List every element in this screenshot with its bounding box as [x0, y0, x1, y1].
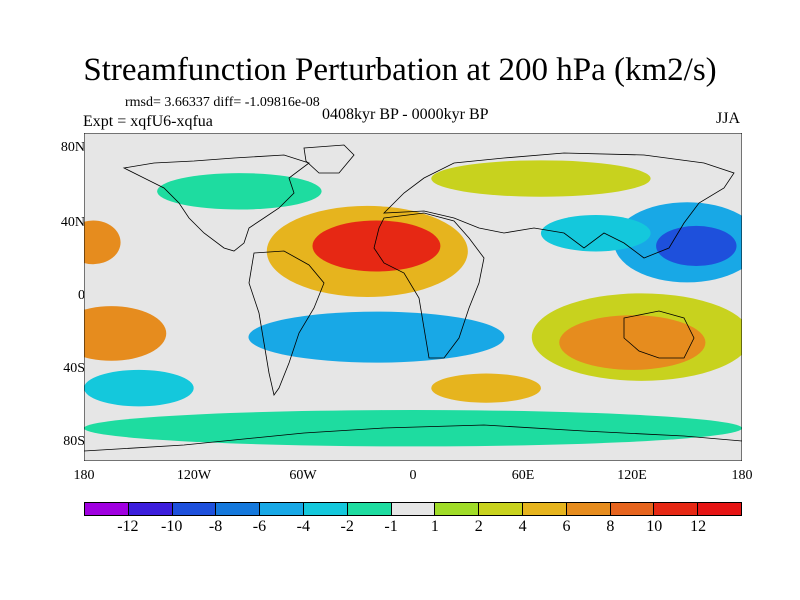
x-tick-label: 180: [73, 468, 95, 483]
colorbar-swatch: [654, 503, 699, 515]
colorbar-label: 8: [606, 518, 615, 535]
colorbar-label: -12: [117, 518, 139, 535]
x-tick-label: 120E: [617, 468, 647, 483]
field-w-pacific-low: [84, 369, 194, 407]
streamfunction-map: [56, 132, 761, 462]
colorbar-swatch: [479, 503, 523, 515]
coastline-africa: [373, 212, 485, 359]
colorbar-label: -2: [340, 518, 354, 535]
colorbar-swatch: [610, 503, 655, 515]
coastline-eurasia: [382, 152, 735, 259]
coastline-south-america: [248, 250, 325, 396]
colorbar-swatch: [260, 503, 304, 515]
colorbar-label: 12: [690, 518, 707, 535]
colorbar-swatch: [566, 503, 611, 515]
coastline-greenland: [303, 144, 355, 174]
colorbar-swatch: [522, 503, 567, 515]
colorbar-swatch: [172, 503, 217, 515]
colorbar-swatch: [435, 503, 480, 515]
field-s-ocean-low: [84, 409, 742, 447]
x-tick-label: 120W: [176, 468, 212, 483]
field-australia-high: [559, 315, 706, 370]
field-layer: [56, 160, 761, 447]
field-atlantic-high: [312, 220, 441, 272]
experiment-label: Expt = xqfU6-xqfua: [83, 113, 213, 130]
colorbar-label: -8: [208, 518, 223, 535]
coastline-australia: [623, 310, 695, 359]
y-tick-label: 80S: [63, 434, 85, 449]
field-eurasia-high: [431, 160, 651, 197]
colorbar-swatch: [85, 503, 129, 515]
field-s-indian-high: [431, 373, 541, 403]
y-tick-label: 40N: [60, 215, 85, 230]
y-tick-label: 80N: [60, 140, 85, 155]
map-panel: [56, 132, 761, 462]
x-tick-label: 60E: [511, 468, 535, 483]
colorbar-label: 10: [646, 518, 663, 535]
colorbar-label: 1: [430, 518, 439, 535]
colorbar-label: 4: [518, 518, 527, 535]
y-tick-label: 40S: [63, 361, 85, 376]
field-n-pacific-low: [656, 225, 737, 267]
x-tick-label: 0: [409, 468, 417, 483]
colorbar-label: -6: [252, 518, 267, 535]
season-label: JJA: [716, 110, 741, 127]
stats-label: rmsd= 3.66337 diff= -1.09816e-08: [125, 95, 320, 110]
map-title: Streamfunction Perturbation at 200 hPa (…: [83, 52, 717, 88]
colorbar-swatch: [216, 503, 261, 515]
colorbar-swatch: [391, 503, 436, 515]
field-s-atlantic-low: [248, 311, 505, 363]
field-n-canada-low: [157, 173, 322, 210]
coastline-north-america: [122, 154, 310, 252]
colorbar-label: 6: [562, 518, 571, 535]
coastline-antarctica: [83, 424, 743, 452]
colorbar-swatch: [128, 503, 173, 515]
colorbar-swatch: [303, 503, 348, 515]
x-tick-label: 60W: [289, 468, 317, 483]
colorbar-label: 2: [474, 518, 483, 535]
colorbar-swatch: [698, 503, 741, 515]
colorbar-label: -4: [296, 518, 310, 535]
y-tick-label: 0: [78, 288, 85, 303]
colorbar: [84, 502, 742, 516]
period-label: 0408kyr BP - 0000kyr BP: [322, 106, 489, 123]
colorbar-swatch: [347, 503, 392, 515]
x-tick-label: 180: [731, 468, 753, 483]
colorbar-label: -10: [161, 518, 183, 535]
field-china-low: [540, 215, 651, 252]
coastline-layer: [83, 144, 743, 452]
colorbar-label: -1: [384, 518, 398, 535]
